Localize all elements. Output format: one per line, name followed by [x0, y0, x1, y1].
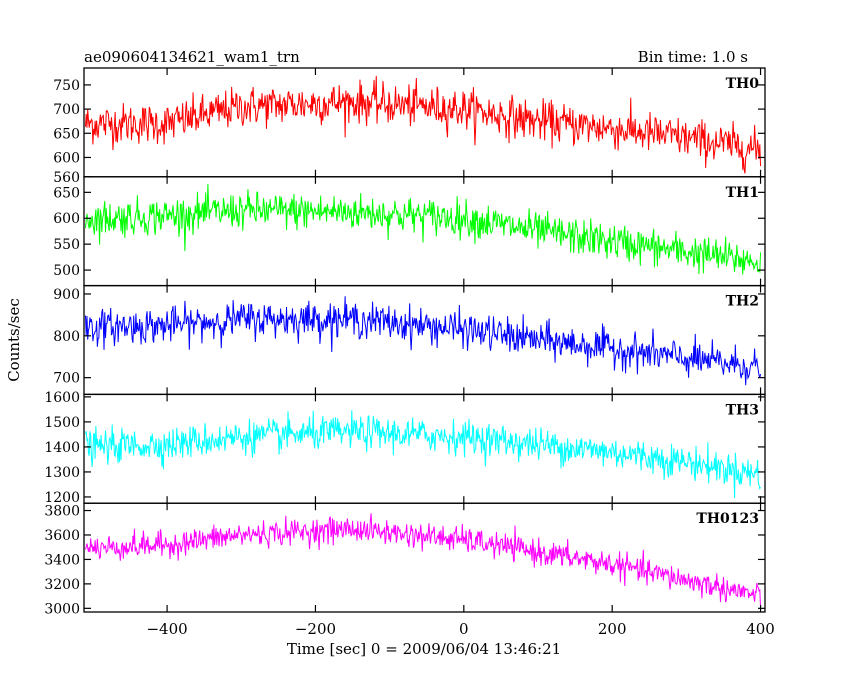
x-axis-label: Time [sec] 0 = 2009/06/04 13:46:21	[287, 640, 561, 658]
panel-frame	[83, 393, 766, 504]
panel-frame	[83, 284, 766, 396]
panel-th3: 1200 1300 1400 1500 1600 TH3	[44, 390, 766, 506]
y-tick-label: 500	[53, 263, 80, 279]
panel-th2: 700 800 900 TH2	[53, 284, 766, 396]
y-tick-label: 550	[53, 237, 80, 253]
y-tick-label: 600	[53, 211, 80, 227]
y-tick-label: 650	[53, 185, 80, 201]
y-tick-label: 3400	[44, 552, 80, 568]
y-tick-label: 900	[53, 287, 80, 303]
panel-label: TH0123	[696, 511, 759, 527]
series-line-th1	[84, 184, 762, 275]
panel-label: TH3	[726, 402, 759, 418]
series-line-th2	[84, 296, 762, 386]
y-tick-label: 3600	[44, 528, 80, 544]
y-tick-label: 1600	[44, 390, 80, 406]
y-tick-label: 750	[53, 78, 80, 94]
y-tick-label: 3800	[44, 504, 80, 520]
y-tick-label: 1400	[44, 440, 80, 456]
panel-th1: 500 550 600 650 TH1	[53, 176, 766, 287]
panel-frame	[83, 176, 766, 287]
panel-label: TH1	[726, 185, 759, 201]
y-tick-label: 560	[53, 170, 80, 186]
panel-label: TH2	[726, 294, 759, 310]
y-tick-label: 650	[53, 126, 80, 142]
panel-th0123: 3000 3200 3400 3600 3800 TH0123	[44, 502, 766, 617]
y-tick-label: 1300	[44, 465, 80, 481]
x-axis: −400 −200 0 200 400	[146, 620, 774, 638]
x-tick-label: −200	[295, 620, 336, 638]
y-tick-label: 3200	[44, 577, 80, 593]
y-axis-label: Counts/sec	[5, 298, 23, 382]
x-tick-label: 200	[598, 620, 627, 638]
x-tick-label: −400	[146, 620, 187, 638]
panel-label: TH0	[726, 76, 760, 92]
y-tick-label: 1200	[44, 490, 80, 506]
y-tick-label: 600	[53, 150, 80, 166]
y-tick-label: 800	[53, 329, 80, 345]
chart-title: ae090604134621_wam1_trn	[84, 48, 300, 66]
y-tick-label: 1500	[44, 415, 80, 431]
series-line-th0123	[84, 513, 762, 608]
bin-time-label: Bin time: 1.0 s	[638, 48, 748, 66]
panel-th0: 560 600 650 700 750 TH0	[53, 67, 766, 186]
y-tick-label: 700	[53, 371, 80, 387]
panel-frame	[83, 502, 766, 613]
x-tick-label: 400	[746, 620, 775, 638]
y-tick-label: 700	[53, 102, 80, 118]
series-line-th3	[84, 410, 761, 498]
panel-frame	[83, 67, 766, 178]
x-tick-label: 0	[459, 620, 469, 638]
series-line-th0	[84, 75, 762, 174]
y-tick-label: 3000	[44, 601, 80, 617]
panels-group: 560 600 650 700 750 TH0 500 550 600 650 TH1 700 800 9…	[44, 67, 766, 617]
